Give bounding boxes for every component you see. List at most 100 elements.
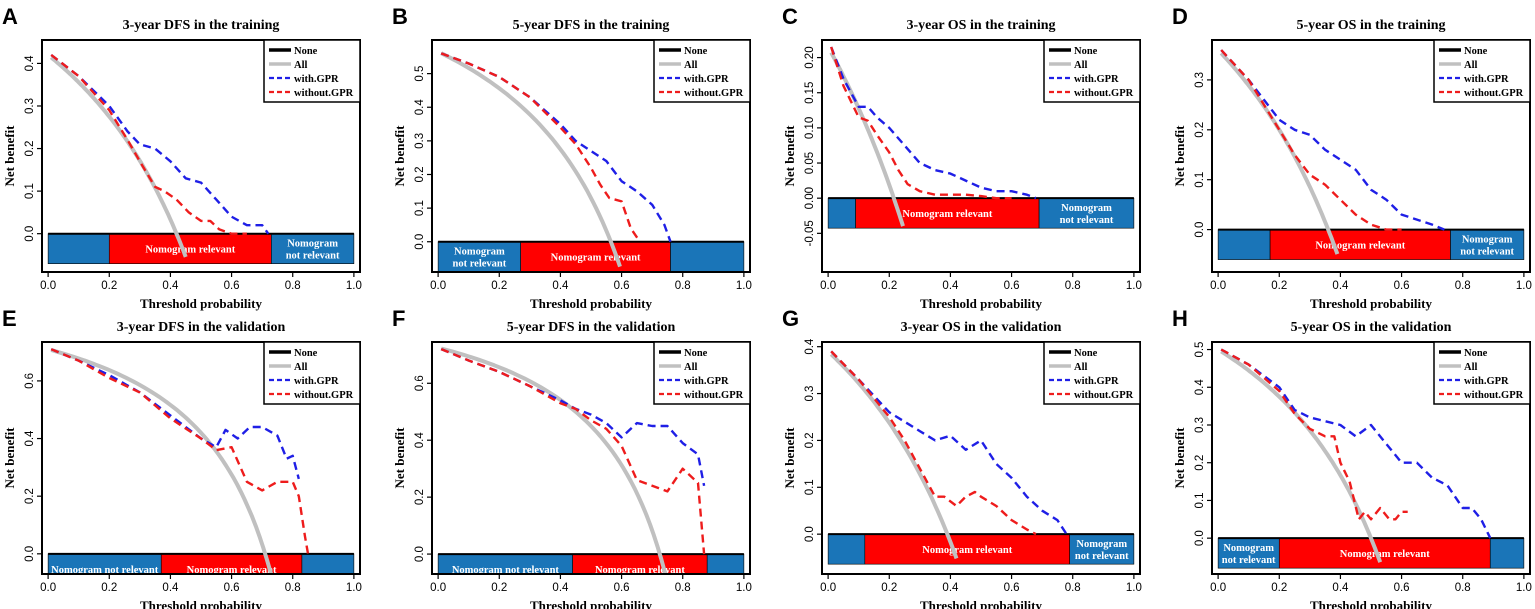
series-with-gpr-line	[830, 46, 1037, 200]
y-tick-label: 0.3	[414, 133, 426, 149]
y-tick-label: 0.05	[804, 152, 816, 174]
panel-letter: A	[2, 4, 18, 29]
region-not-relevant	[1217, 229, 1271, 260]
x-tick-label: 0.4	[942, 280, 959, 292]
x-tick-label: 0.4	[942, 582, 959, 594]
legend-label: without.GPR	[1464, 390, 1524, 401]
legend-label: without.GPR	[294, 88, 354, 99]
series-without-gpr-line	[50, 348, 310, 555]
region-label: Nomogram relevant	[1315, 241, 1405, 252]
x-axis-label: Threshold probability	[1310, 598, 1432, 609]
x-tick-label: 0.6	[1004, 582, 1020, 594]
legend-label: All	[684, 60, 698, 71]
y-tick-label: 0.2	[414, 489, 426, 505]
x-tick-label: 1.0	[1126, 280, 1142, 292]
plot-frame	[431, 39, 751, 273]
series-all-line	[1219, 51, 1340, 255]
y-tick-label: 0.4	[414, 99, 426, 116]
x-tick-label: 0.4	[162, 582, 179, 594]
x-tick-label: 0.4	[552, 280, 569, 292]
x-tick-label: 0.4	[1332, 280, 1349, 292]
plot-frame	[1211, 39, 1531, 273]
legend-label: with.GPR	[1464, 376, 1509, 387]
x-tick-label: 0.6	[224, 280, 240, 292]
legend-label: All	[1464, 362, 1478, 373]
y-tick-label: 0.4	[24, 55, 36, 72]
region-not-relevant	[1069, 533, 1135, 565]
series-without-gpr-line	[830, 350, 1037, 536]
x-tick-label: 0.4	[1332, 582, 1349, 594]
plot-frame	[431, 341, 751, 575]
legend-label: with.GPR	[684, 376, 729, 387]
region-label: Nomogram not relevant	[1222, 543, 1276, 566]
legend-label: without.GPR	[1074, 88, 1134, 99]
legend: None All with.GPR without.GPR	[263, 341, 361, 405]
y-axis-label: Net benefit	[1172, 427, 1187, 489]
region-not-relevant	[271, 233, 355, 264]
x-axis-label: Threshold probability	[920, 598, 1042, 609]
region-relevant	[520, 241, 671, 272]
x-tick-label: 0.0	[40, 280, 56, 292]
panel-e: E 3-year DFS in the validation Nomogram no…	[2, 306, 362, 609]
x-tick-label: 0.8	[285, 280, 301, 292]
y-tick-label: 0.2	[24, 488, 36, 504]
y-tick-label: 0.10	[804, 117, 816, 139]
chart-title: 5-year DFS in the training	[513, 18, 670, 33]
region-label: Nomogram relevant	[551, 253, 641, 264]
plot-frame	[41, 39, 361, 273]
x-tick-label: 0.0	[820, 280, 836, 292]
legend-label: None	[1464, 348, 1488, 359]
panel-a: A 3-year DFS in the training Nomogram rele…	[2, 4, 362, 311]
region-not-relevant	[706, 553, 745, 574]
x-tick-label: 0.2	[491, 582, 507, 594]
legend-label: None	[1074, 46, 1098, 57]
y-tick-label: 0.4	[804, 338, 816, 355]
legend-label: without.GPR	[684, 88, 744, 99]
x-axis-label: Threshold probability	[530, 296, 652, 311]
panel-letter: G	[782, 306, 799, 331]
legend-label: All	[1074, 60, 1088, 71]
series-all-line	[829, 352, 959, 560]
chart-title: 5-year OS in the validation	[1291, 320, 1452, 335]
plot-frame	[41, 341, 361, 575]
y-tick-label: 0.6	[414, 375, 426, 391]
chart-title: 5-year OS in the training	[1296, 18, 1445, 33]
y-tick-label: 0.0	[1194, 530, 1206, 546]
legend-label: All	[294, 362, 308, 373]
y-tick-label: 0.0	[414, 546, 426, 562]
region-relevant	[1269, 229, 1451, 260]
region-relevant	[1278, 537, 1491, 569]
plot-frame	[1211, 341, 1531, 575]
y-tick-label: 0.1	[1194, 492, 1206, 508]
x-tick-label: 1.0	[736, 582, 752, 594]
y-tick-label: 0.3	[1194, 417, 1206, 433]
x-axis-label: Threshold probability	[140, 296, 262, 311]
x-tick-label: 0.2	[491, 280, 507, 292]
plot-frame	[821, 341, 1141, 575]
y-tick-label: 0.2	[804, 432, 816, 448]
region-label: Nomogram relevant	[187, 565, 277, 576]
series-without-gpr-line	[50, 53, 247, 235]
panel-letter: C	[782, 4, 798, 29]
legend-label: All	[684, 362, 698, 373]
region-label: Nomogram not relevant	[452, 565, 560, 576]
region-label: Nomogram not relevant	[286, 239, 340, 262]
legend-label: with.GPR	[1464, 74, 1509, 85]
y-axis-label: Net benefit	[782, 125, 797, 187]
region-label: Nomogram not relevant	[1075, 539, 1129, 562]
series-all-line	[1220, 349, 1383, 563]
x-tick-label: 0.8	[1065, 582, 1081, 594]
x-axis-label: Threshold probability	[920, 296, 1042, 311]
chart-title: 3-year OS in the validation	[901, 320, 1062, 335]
region-relevant	[864, 533, 1070, 565]
x-tick-label: 1.0	[736, 280, 752, 292]
y-tick-label: 0.2	[1194, 122, 1206, 138]
legend: None All with.GPR without.GPR	[653, 39, 751, 103]
y-tick-label: 0.2	[24, 141, 36, 157]
legend-label: with.GPR	[294, 74, 339, 85]
y-axis-label: Net benefit	[782, 427, 797, 489]
series-without-gpr-line	[1220, 49, 1402, 231]
y-tick-label: 0.0	[24, 226, 36, 242]
x-tick-label: 0.8	[1455, 582, 1471, 594]
x-tick-label: 0.2	[1271, 280, 1287, 292]
